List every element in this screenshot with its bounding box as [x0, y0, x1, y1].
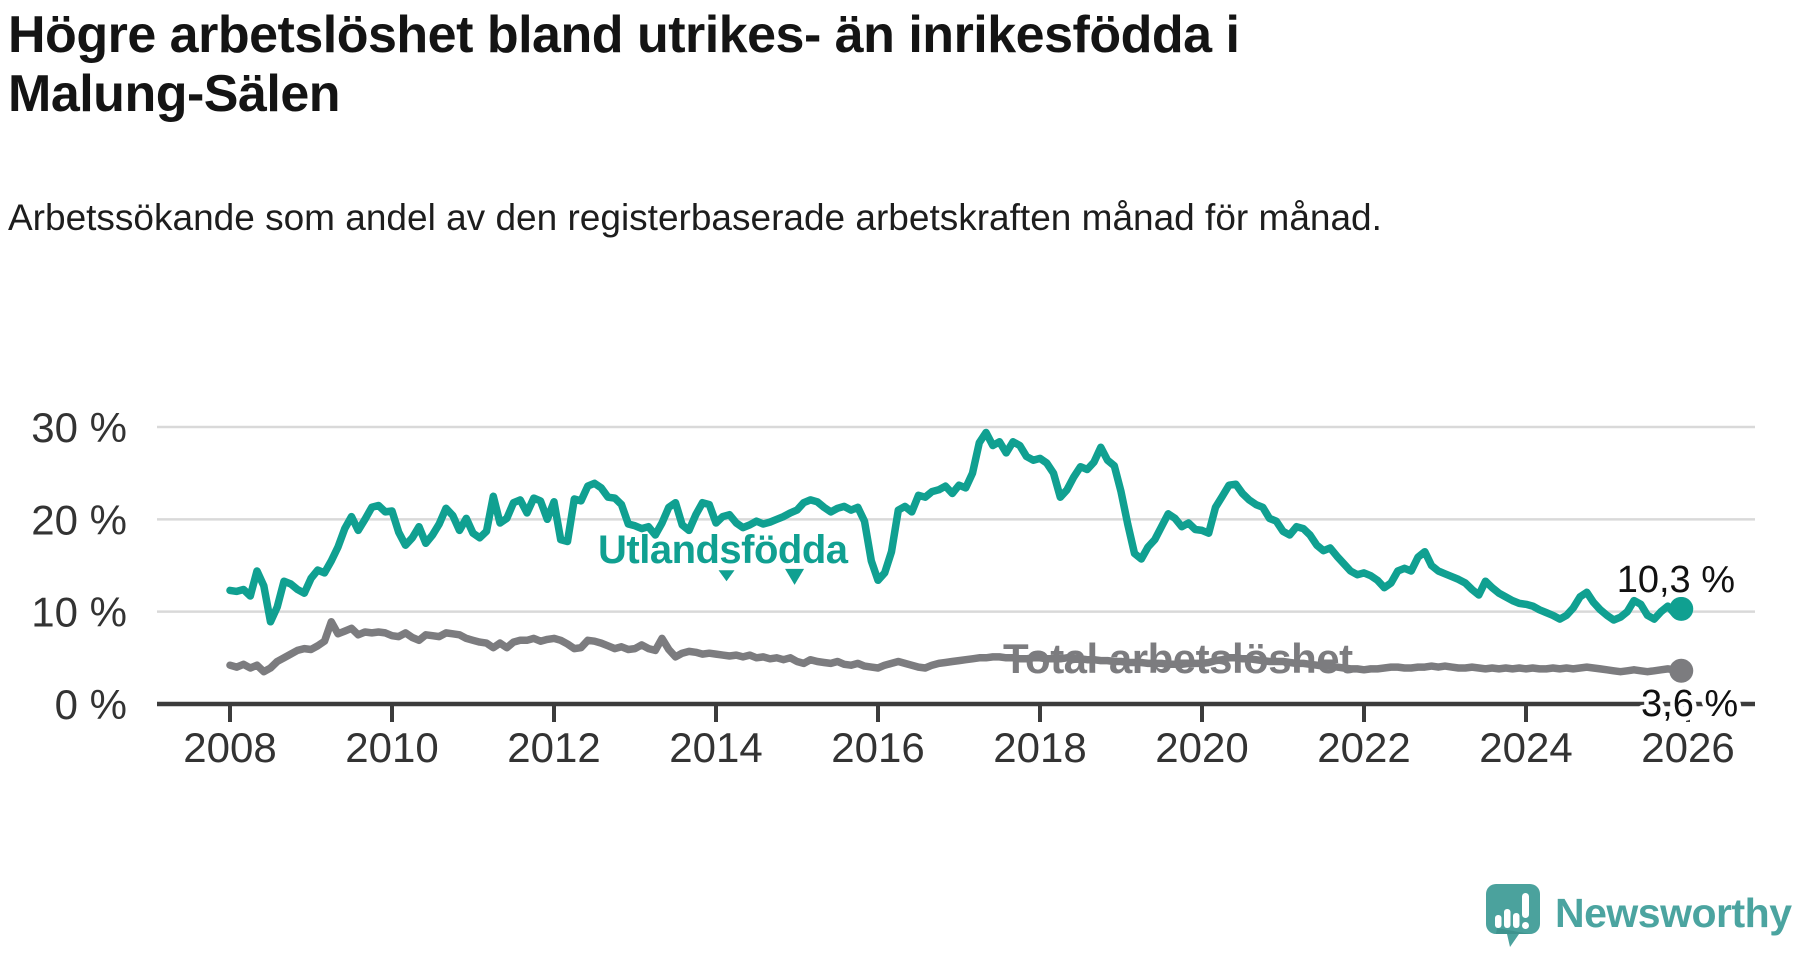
x-axis-label-2008: 2008: [183, 724, 276, 771]
newsworthy-branding: Newsworthy: [1486, 884, 1800, 953]
x-axis-label-2026: 2026: [1641, 724, 1734, 771]
page-subtitle: Arbetssökande som andel av den registerb…: [8, 197, 1382, 238]
page-title: Högre arbetslöshet bland utrikes- än inr…: [8, 6, 1240, 123]
y-axis-label-30: 30 %: [31, 404, 127, 451]
series-label-utlandsf-dda: Utlandsfödda: [598, 528, 849, 572]
x-axis-label-2016: 2016: [831, 724, 924, 771]
newsworthy-wordmark: Newsworthy: [1555, 890, 1792, 936]
y-axis-label-10: 10 %: [31, 589, 127, 636]
end-dot-total-arbetsl-shet: [1669, 658, 1694, 683]
end-dot-utlandsf-dda: [1669, 596, 1694, 621]
x-axis-label-2012: 2012: [507, 724, 600, 771]
x-axis-label-2018: 2018: [993, 724, 1086, 771]
x-axis-label-2022: 2022: [1317, 724, 1410, 771]
x-axis-label-2020: 2020: [1155, 724, 1248, 771]
series-line-utlandsf-dda: [226, 428, 1686, 626]
missing-data-marker-2: [785, 568, 805, 585]
end-value-label-total-arbetsl-shet: 3,6 %: [1641, 683, 1738, 725]
y-axis-label-20: 20 %: [31, 496, 127, 543]
series-label-total-arbetsl-shet: Total arbetslöshet: [1003, 635, 1353, 682]
x-axis-label-2010: 2010: [345, 724, 438, 771]
y-axis-label-0: 0 %: [55, 681, 127, 728]
x-axis-label-2014: 2014: [669, 724, 762, 771]
end-value-label-utlandsf-dda: 10,3 %: [1617, 559, 1735, 601]
missing-data-marker-1: [718, 570, 735, 582]
newsworthy-logo-icon: [1486, 884, 1540, 953]
series-line-total-arbetsl-shet: [226, 618, 1686, 676]
x-axis-label-2024: 2024: [1479, 724, 1572, 771]
